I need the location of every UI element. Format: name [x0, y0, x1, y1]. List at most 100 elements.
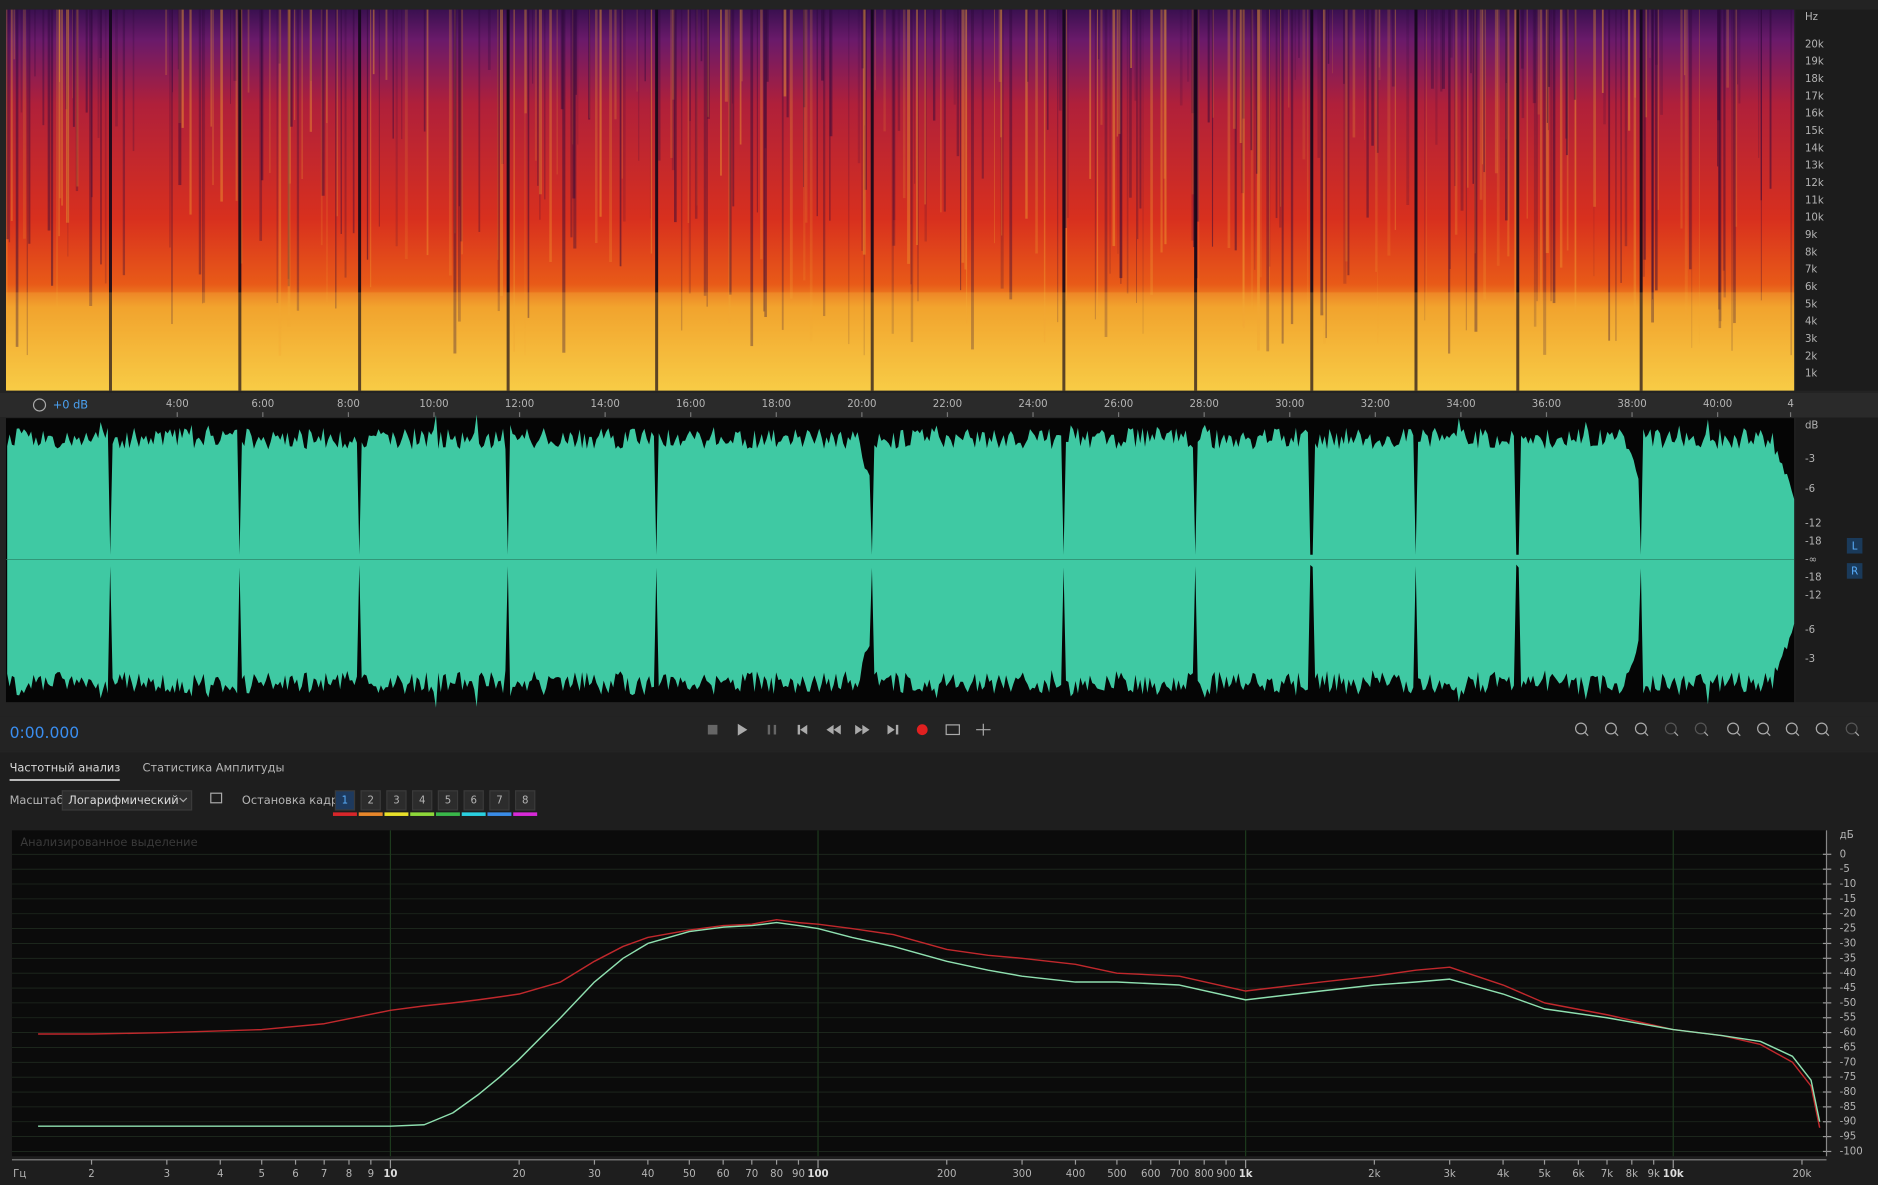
scale-select[interactable] — [61, 790, 193, 811]
zoom-icon[interactable] — [1604, 722, 1617, 735]
spectrogram-streak — [22, 9, 26, 239]
spectrogram-streak — [1104, 9, 1108, 338]
time-label: 30:00 — [1275, 399, 1304, 410]
spectrogram-streak — [956, 9, 960, 157]
spectrogram-streak — [924, 9, 926, 205]
x-tick-label: 6 — [292, 1169, 298, 1180]
spectrogram-streak — [764, 9, 767, 318]
gain-knob[interactable] — [32, 398, 47, 412]
pause[interactable] — [767, 724, 771, 735]
spectrogram-streak — [326, 9, 328, 303]
zoom-icon[interactable] — [1845, 722, 1858, 735]
spectrogram-texture — [5, 9, 1795, 391]
skip[interactable] — [976, 723, 991, 736]
spectrogram-streak — [1565, 9, 1568, 139]
forward[interactable] — [855, 724, 870, 735]
hold-number[interactable]: 8 — [522, 795, 528, 806]
spectrogram-streak — [1507, 9, 1510, 257]
spectrogram-streak — [560, 9, 564, 110]
hold-button[interactable] — [334, 790, 356, 811]
zoom-icon[interactable] — [1757, 722, 1770, 735]
spectrogram-streak — [1565, 9, 1568, 156]
spectrogram-streak — [1723, 9, 1726, 298]
channel-button[interactable] — [1846, 537, 1863, 554]
spectrogram-streak — [1255, 9, 1259, 174]
pause[interactable] — [773, 724, 777, 735]
spectrogram-streak — [1120, 9, 1122, 284]
spectrogram-streak — [1426, 9, 1427, 306]
hold-button[interactable] — [515, 790, 536, 811]
spectrogram-streak — [913, 9, 916, 184]
spectrogram-streak — [821, 9, 824, 81]
x-tick-label: 700 — [1170, 1169, 1189, 1180]
hold-button[interactable] — [463, 790, 484, 811]
zoom-icon[interactable] — [1815, 722, 1828, 735]
channel-button[interactable] — [1846, 563, 1863, 579]
spectrogram-streak — [964, 9, 967, 270]
zoom-buttons[interactable] — [1574, 722, 1860, 737]
spectrogram-streak — [1722, 9, 1725, 271]
hold-number[interactable]: 6 — [470, 795, 476, 806]
zoom-icon[interactable] — [1694, 722, 1707, 735]
zoom-icon[interactable] — [1727, 722, 1740, 735]
zoom-handle — [1824, 731, 1830, 737]
copy-icon[interactable] — [210, 792, 223, 804]
spectrogram-streak — [1142, 9, 1144, 334]
zoom-icon[interactable] — [1664, 722, 1677, 735]
channel-label[interactable]: R — [1851, 567, 1858, 578]
spectrogram-streak — [1737, 9, 1739, 85]
hold-number[interactable]: 5 — [445, 795, 451, 806]
spectrogram-streak — [1269, 9, 1270, 295]
spectrogram-streak — [321, 9, 325, 196]
hold-number[interactable]: 3 — [393, 795, 399, 806]
hold-button[interactable] — [412, 790, 433, 811]
scale-value[interactable]: Логарифмический — [68, 793, 178, 807]
transport-buttons[interactable] — [707, 723, 991, 736]
play[interactable] — [737, 723, 748, 736]
x-tick-label: 90 — [792, 1169, 805, 1180]
spectrogram-streak — [1526, 9, 1528, 219]
spectrogram-streak — [959, 9, 962, 291]
spectrogram-streak — [1657, 9, 1659, 210]
time-label: 12:00 — [505, 399, 534, 410]
spectrogram-streak — [1307, 9, 1309, 321]
stop[interactable] — [707, 724, 718, 735]
spectrogram-streak — [259, 9, 263, 241]
zoom-icon[interactable] — [1634, 722, 1647, 735]
hold-number[interactable]: 4 — [419, 795, 425, 806]
spectrogram-streak — [59, 9, 62, 199]
record[interactable] — [916, 724, 928, 736]
next[interactable] — [887, 724, 899, 735]
time-label: 40:00 — [1703, 399, 1732, 410]
hold-button[interactable] — [360, 790, 381, 811]
hold-button[interactable] — [386, 790, 407, 811]
channel-label[interactable]: L — [1852, 541, 1858, 552]
hold-number[interactable]: 1 — [342, 795, 348, 806]
zoom-handle — [1766, 731, 1771, 737]
spectrogram-streak — [172, 9, 173, 93]
zoom-icon[interactable] — [1574, 722, 1587, 735]
hold-button[interactable] — [489, 790, 510, 811]
spectrogram-streak — [674, 9, 677, 223]
prev[interactable] — [797, 724, 808, 735]
hold-label: Остановка кадра: — [242, 793, 349, 807]
loop[interactable] — [945, 724, 960, 736]
freq-label: 5k — [1805, 299, 1817, 310]
tab-active[interactable]: Частотный анализ — [10, 761, 121, 775]
hold-number[interactable]: 7 — [496, 795, 502, 806]
hold-number[interactable]: 2 — [367, 795, 373, 806]
spectrogram-streak — [1532, 9, 1536, 104]
freq-label: 15k — [1805, 126, 1824, 137]
spectrogram-streak — [458, 9, 460, 207]
hold-button[interactable] — [437, 790, 459, 811]
spectrogram-streak — [165, 9, 168, 76]
x-tick-label: 50 — [683, 1169, 696, 1180]
tab[interactable]: Статистика Амплитуды — [143, 761, 285, 775]
spectrogram-streak — [1698, 9, 1700, 344]
spectrogram-streak — [1449, 9, 1451, 270]
x-tick-label: 600 — [1141, 1169, 1160, 1180]
spectrogram-streak — [1160, 9, 1163, 253]
zoom-icon[interactable] — [1785, 722, 1798, 735]
rewind[interactable] — [826, 724, 841, 735]
x-tick-label: 30 — [588, 1169, 601, 1180]
